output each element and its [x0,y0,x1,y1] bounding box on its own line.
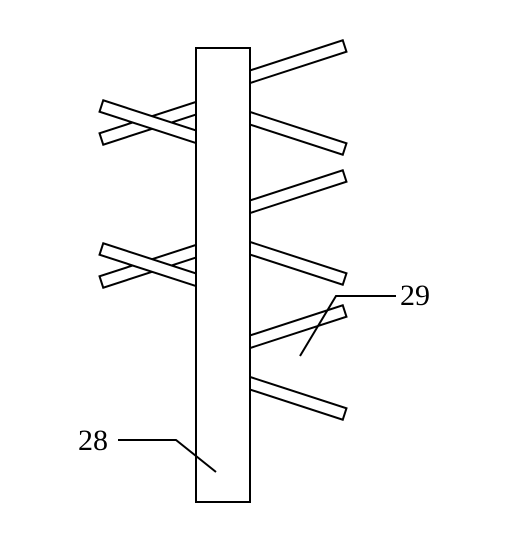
branch [238,40,346,85]
ref-28-label: 28 [78,424,108,457]
branch [238,109,346,154]
branch [238,374,346,419]
ref-29-label: 29 [400,279,430,312]
branch [238,170,346,215]
branch [238,239,346,284]
branch [238,305,346,350]
trunk [196,48,250,502]
